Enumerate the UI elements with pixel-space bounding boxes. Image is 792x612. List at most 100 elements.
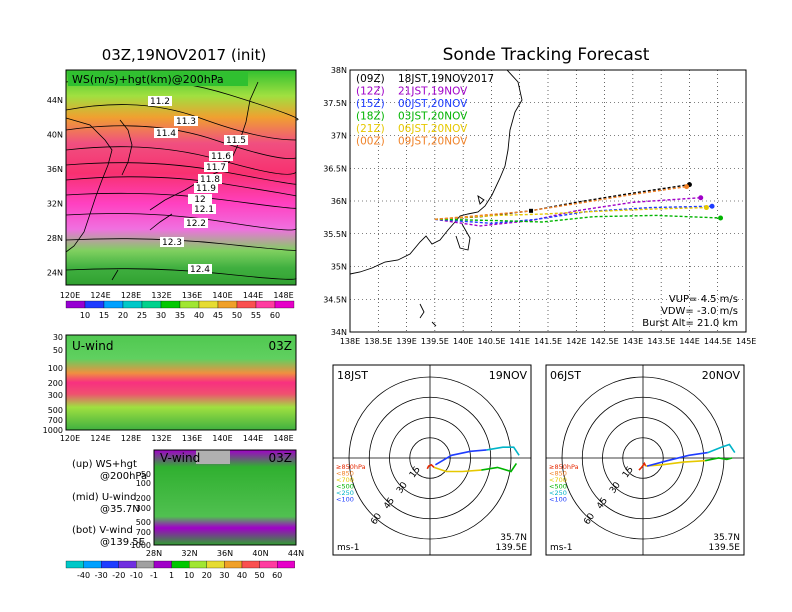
legend-code-0: (09Z) (356, 73, 385, 85)
uwind-p-tick: 50 (53, 346, 63, 355)
vwind-lat-tick: 28N (146, 549, 162, 558)
wind-colorbar-label: -20 (112, 571, 125, 580)
hodo-ring (602, 417, 684, 499)
hgt-label-box (184, 218, 208, 228)
lat-tick: 36N (47, 165, 63, 174)
hodo-legend-item: <700 (336, 476, 354, 484)
track-lon-tick: 144E (679, 337, 699, 346)
ws-colorbar-label: 15 (99, 311, 109, 320)
lon-tick: 140E (212, 291, 232, 300)
hgt-label-box (174, 116, 198, 126)
wind-colorbar-swatch (153, 560, 172, 569)
wind-colorbar-label: 60 (272, 571, 282, 580)
lon-tick: 120E (60, 291, 80, 300)
hgt-label: 11.9 (196, 184, 216, 194)
hodo-lat: 35.7N (713, 533, 740, 543)
ws-colorbar-swatch (122, 300, 143, 309)
wind-colorbar-swatch (259, 560, 278, 569)
hgt-label: 11.4 (156, 129, 176, 139)
right-title: Sonde Tracking Forecast (443, 45, 650, 65)
lon-tick: 128E (121, 291, 141, 300)
vwind-lat-tick: 36N (217, 549, 233, 558)
hgt-label: 11.3 (176, 117, 196, 127)
hgt-label-box (198, 174, 222, 184)
hodo-lon: 139.5E (496, 543, 528, 553)
track-lat-tick: 34N (331, 328, 347, 337)
hodo-frame (545, 364, 745, 556)
lon-tick: 144E (243, 291, 263, 300)
hgt-label-box (188, 194, 212, 204)
wind-colorbar-swatch (118, 560, 137, 569)
hodo-time: 18JST (337, 369, 368, 382)
hgt-label: 12 (194, 195, 205, 205)
track-lat-tick: 38N (331, 66, 347, 75)
track-lon-tick: 138E (340, 337, 360, 346)
ws-colorbar-label: 50 (232, 311, 242, 320)
hodograph-18jst: 15304560≥850hPa<850<700<500<250<10018JST… (332, 364, 532, 556)
vwind-p-tick: 300 (136, 504, 151, 513)
hodo-lon: 139.5E (709, 543, 741, 553)
wind-colorbar-swatch (224, 560, 243, 569)
sonde-landing-point-4 (703, 205, 709, 211)
left-lat-ticks: 44N 40N 36N 32N 28N 24N (47, 96, 63, 278)
ws-colorbar-swatch (103, 300, 124, 309)
hodo-ring (348, 376, 512, 540)
uwind-lon-tick: 144E (243, 434, 263, 443)
note-bot: (bot) V-wind (72, 525, 133, 536)
wind-colorbar: -40 -30 -20 -10 -1 1 10 20 30 40 50 60 (65, 560, 295, 580)
hgt-label: 12.1 (194, 205, 214, 215)
sonde-track-3 (434, 214, 721, 223)
uwind-lon-tick: 136E (182, 434, 202, 443)
ws-map-label: WS(m/s)+hgt(km)@200hPa (72, 73, 224, 86)
ws-colorbar-swatch (217, 300, 238, 309)
left-title: 03Z,19NOV2017 (init) (102, 46, 267, 64)
wind-colorbar-swatch (101, 560, 119, 569)
sonde-landing-point-5 (684, 184, 690, 190)
ws-colorbar-swatch (160, 300, 181, 309)
launch-marker (529, 208, 534, 213)
legend-code-4: (21Z) (356, 123, 385, 135)
uwind-field (66, 335, 296, 430)
track-lat-ticks: 38N 37.5N 37N 36.5N 36N 35.5N 35N 34.5N 34N (323, 66, 347, 337)
uwind-time: 03Z (269, 339, 293, 353)
hodo-trace-1 (645, 459, 706, 467)
left-lon-ticks: 120E 124E 128E 132E 136E 140E 144E 148E (60, 291, 294, 300)
hodo-legend-item: <100 (336, 496, 354, 504)
hgt-label: 12.3 (162, 238, 182, 248)
hodo-trace-2 (481, 462, 518, 473)
hodo-ring (389, 417, 471, 499)
wind-colorbar-label: -30 (95, 571, 108, 580)
hodo-date: 19NOV (489, 369, 528, 382)
vwind-p-tick: 1000 (131, 541, 151, 550)
track-lat-tick: 35N (331, 263, 347, 272)
hodo-legend-item: <500 (336, 483, 354, 491)
vwind-lat-tick: 44N (288, 549, 304, 558)
hgt-label-box (194, 183, 218, 193)
hodo-trace-0 (638, 461, 647, 471)
hgt-label-box (204, 162, 228, 172)
wind-colorbar-label: 1 (169, 571, 174, 580)
legend-code-2: (15Z) (356, 98, 385, 110)
wind-colorbar-swatch (189, 560, 207, 569)
track-lon-tick: 142.5E (591, 337, 619, 346)
uwind-p-tick: 500 (48, 406, 63, 415)
hodo-trace-1 (433, 466, 482, 473)
track-lon-tick: 145E (736, 337, 756, 346)
hodo-trace-2 (704, 457, 733, 462)
hodo-legend-item: <850 (549, 470, 567, 478)
track-lat-tick: 35.5N (323, 230, 347, 239)
track-lon-tick: 143E (623, 337, 643, 346)
sonde-landing-point-1 (698, 195, 704, 201)
hodo-legend-item: ≥850hPa (549, 463, 579, 471)
ws-colorbar-label: 40 (194, 311, 204, 320)
uwind-lon-tick: 132E (151, 434, 171, 443)
hgt-label-box (224, 135, 248, 145)
hgt-label-box (160, 237, 184, 247)
uwind-frame (65, 334, 297, 431)
wind-colorbar-swatch (241, 560, 260, 569)
hgt-label: 11.6 (211, 152, 231, 162)
vdw-value: VDW= -3.0 m/s (661, 306, 738, 317)
hodo-legend-item: <250 (336, 489, 354, 497)
